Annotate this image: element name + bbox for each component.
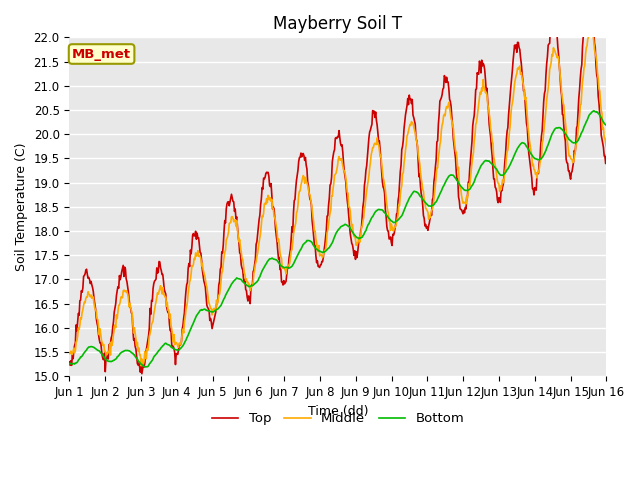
Middle <box>65 351 73 357</box>
Middle <box>586 29 594 35</box>
Y-axis label: Soil Temperature (C): Soil Temperature (C) <box>15 143 28 271</box>
Bottom <box>131 352 138 358</box>
Top <box>76 312 83 318</box>
Middle <box>186 279 193 285</box>
Middle <box>420 189 428 194</box>
Bottom <box>420 197 428 203</box>
Bottom <box>76 357 83 362</box>
Top <box>138 371 146 377</box>
Bottom <box>404 199 412 204</box>
Top <box>603 152 611 158</box>
Top <box>404 96 412 101</box>
Middle <box>137 363 145 369</box>
Bottom <box>214 306 222 312</box>
Top <box>186 264 193 269</box>
Title: Mayberry Soil T: Mayberry Soil T <box>273 15 403 33</box>
Bottom <box>141 364 149 370</box>
X-axis label: Time (dd): Time (dd) <box>308 405 368 418</box>
Line: Bottom: Bottom <box>69 111 607 367</box>
Middle <box>214 298 222 303</box>
Bottom <box>590 108 598 114</box>
Middle <box>76 326 83 332</box>
Top <box>131 336 138 341</box>
Bottom <box>186 329 193 335</box>
Bottom <box>65 361 73 367</box>
Text: MB_met: MB_met <box>72 48 131 60</box>
Line: Top: Top <box>69 3 607 374</box>
Legend: Top, Middle, Bottom: Top, Middle, Bottom <box>206 407 470 431</box>
Top <box>65 359 73 365</box>
Top <box>420 213 428 218</box>
Middle <box>603 145 611 151</box>
Bottom <box>603 122 611 128</box>
Line: Middle: Middle <box>69 32 607 366</box>
Middle <box>404 132 412 137</box>
Top <box>214 296 222 302</box>
Top <box>586 0 593 6</box>
Middle <box>131 325 138 331</box>
